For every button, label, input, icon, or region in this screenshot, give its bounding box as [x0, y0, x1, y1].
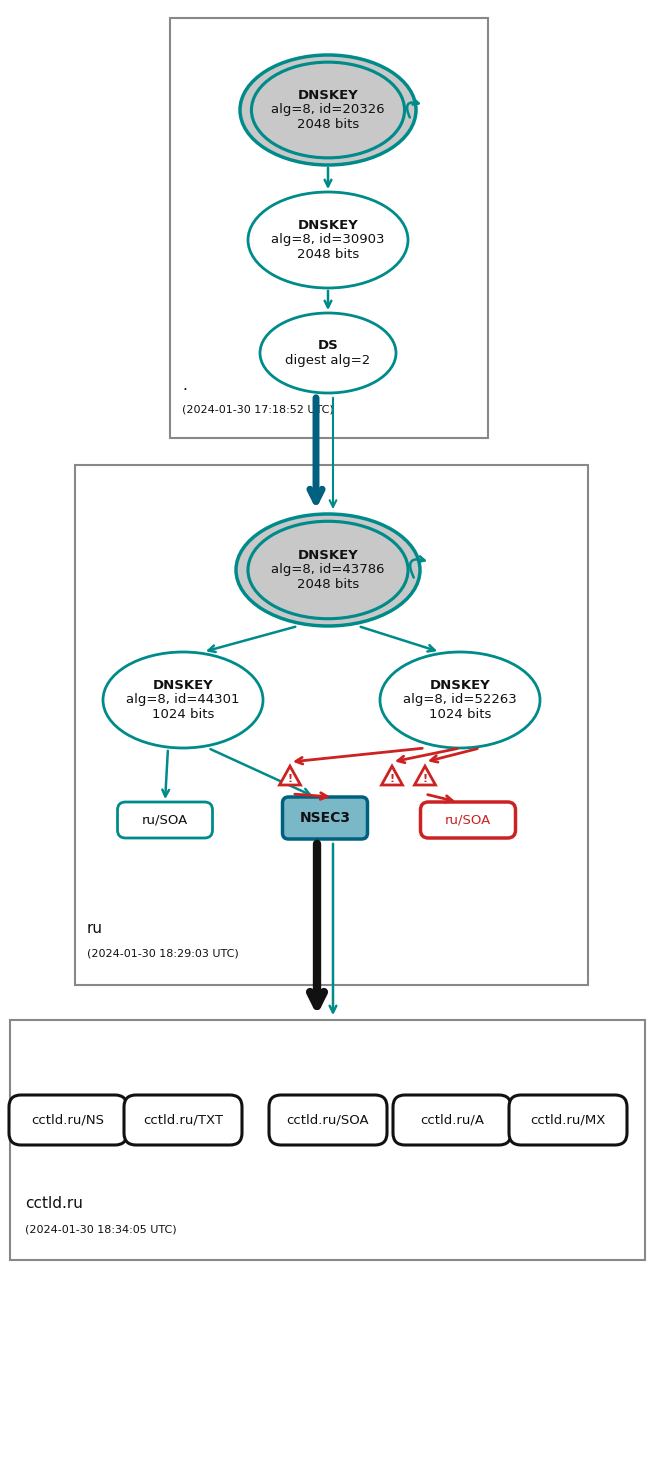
Text: DNSKEY: DNSKEY — [298, 549, 358, 563]
Text: cctld.ru/SOA: cctld.ru/SOA — [286, 1114, 369, 1127]
Text: 2048 bits: 2048 bits — [297, 577, 359, 591]
Text: 2048 bits: 2048 bits — [297, 118, 359, 131]
FancyBboxPatch shape — [283, 797, 367, 840]
Text: cctld.ru/MX: cctld.ru/MX — [530, 1114, 606, 1127]
Polygon shape — [382, 766, 403, 785]
Ellipse shape — [236, 514, 420, 626]
Text: cctld.ru/TXT: cctld.ru/TXT — [143, 1114, 223, 1127]
Text: (2024-01-30 18:29:03 UTC): (2024-01-30 18:29:03 UTC) — [87, 949, 238, 959]
Text: ru/SOA: ru/SOA — [445, 813, 491, 826]
Ellipse shape — [240, 55, 416, 165]
Text: alg=8, id=44301: alg=8, id=44301 — [126, 694, 240, 707]
FancyBboxPatch shape — [118, 801, 212, 838]
Text: DNSKEY: DNSKEY — [430, 679, 490, 692]
Bar — [75, 465, 588, 985]
Text: 1024 bits: 1024 bits — [429, 707, 491, 720]
Text: !: ! — [390, 775, 395, 785]
FancyBboxPatch shape — [420, 801, 516, 838]
FancyBboxPatch shape — [269, 1094, 387, 1145]
Text: DS: DS — [317, 339, 338, 352]
Text: (2024-01-30 18:34:05 UTC): (2024-01-30 18:34:05 UTC) — [25, 1224, 177, 1234]
Bar — [10, 1019, 645, 1259]
Text: DNSKEY: DNSKEY — [298, 90, 358, 102]
FancyBboxPatch shape — [509, 1094, 627, 1145]
Text: (2024-01-30 17:18:52 UTC): (2024-01-30 17:18:52 UTC) — [182, 405, 334, 415]
FancyBboxPatch shape — [124, 1094, 242, 1145]
Text: ru: ru — [87, 921, 103, 935]
Text: alg=8, id=20326: alg=8, id=20326 — [271, 103, 385, 116]
Text: alg=8, id=30903: alg=8, id=30903 — [271, 234, 385, 246]
Ellipse shape — [380, 653, 540, 748]
FancyBboxPatch shape — [393, 1094, 511, 1145]
Text: digest alg=2: digest alg=2 — [285, 354, 371, 367]
Ellipse shape — [260, 312, 396, 393]
Text: ru/SOA: ru/SOA — [142, 813, 188, 826]
Ellipse shape — [252, 62, 405, 158]
Bar — [170, 18, 488, 437]
Text: !: ! — [422, 775, 428, 785]
FancyArrowPatch shape — [407, 99, 419, 118]
Text: alg=8, id=52263: alg=8, id=52263 — [403, 694, 517, 707]
Text: alg=8, id=43786: alg=8, id=43786 — [271, 564, 385, 576]
Text: DNSKEY: DNSKEY — [298, 219, 358, 233]
Ellipse shape — [103, 653, 263, 748]
Text: !: ! — [288, 775, 292, 785]
Text: .: . — [182, 379, 187, 393]
Text: NSEC3: NSEC3 — [300, 812, 350, 825]
FancyArrowPatch shape — [410, 557, 424, 577]
Polygon shape — [415, 766, 436, 785]
Text: cctld.ru/NS: cctld.ru/NS — [32, 1114, 104, 1127]
Text: cctld.ru/A: cctld.ru/A — [420, 1114, 484, 1127]
Ellipse shape — [248, 191, 408, 289]
Polygon shape — [279, 766, 300, 785]
FancyBboxPatch shape — [9, 1094, 127, 1145]
Ellipse shape — [248, 521, 408, 619]
Text: cctld.ru: cctld.ru — [25, 1196, 83, 1211]
Text: 2048 bits: 2048 bits — [297, 247, 359, 261]
Text: DNSKEY: DNSKEY — [152, 679, 214, 692]
Text: 1024 bits: 1024 bits — [152, 707, 214, 720]
